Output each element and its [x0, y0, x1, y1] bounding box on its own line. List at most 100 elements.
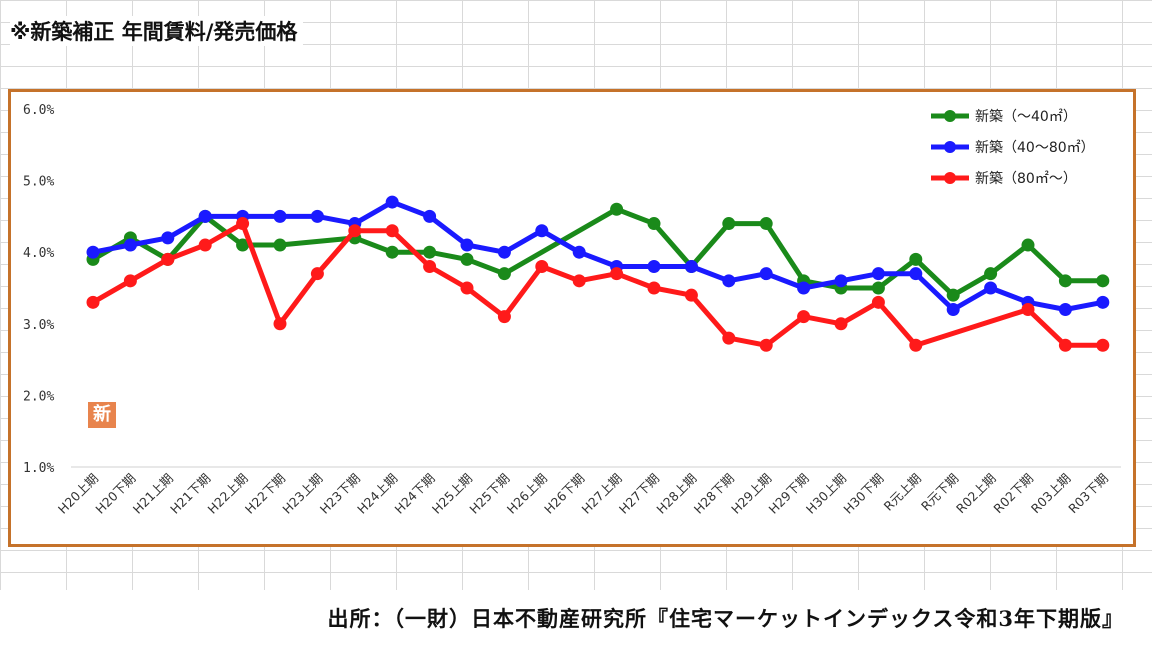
y-tick-label: 5.0% [23, 175, 54, 190]
legend-swatch-marker [944, 172, 956, 184]
y-tick-label: 1.0% [23, 461, 54, 476]
data-point [497, 310, 511, 324]
x-tick-label: H20下期 [92, 471, 138, 517]
x-tick-label: H21上期 [130, 471, 176, 517]
x-tick-label: H29下期 [766, 471, 812, 517]
new-build-badge: 新 [88, 402, 116, 428]
data-point [535, 224, 549, 238]
data-point [647, 260, 661, 274]
x-tick-label: H23下期 [317, 471, 363, 517]
x-tick-label: H26下期 [541, 471, 587, 517]
legend-swatch-marker [944, 110, 956, 122]
x-tick-label: H28下期 [691, 471, 737, 517]
data-point [572, 274, 586, 288]
data-point [423, 260, 437, 274]
data-point [198, 238, 212, 252]
x-tick-label: H27下期 [616, 471, 662, 517]
data-point [1058, 302, 1072, 316]
x-tick-label: R02下期 [990, 471, 1036, 517]
page-title: ※新築補正 年間賃料/発売価格 [10, 16, 304, 46]
data-point [1058, 274, 1072, 288]
chart-frame: 6.0% 5.0% 4.0% 3.0% 2.0% 1.0% H20上期 H20下期 H21上期 H… [8, 89, 1136, 547]
data-point [722, 217, 736, 231]
x-tick-label: H24上期 [354, 471, 400, 517]
data-point [797, 281, 811, 295]
data-point [946, 302, 960, 316]
y-tick-label: 2.0% [23, 389, 54, 404]
x-tick-label: H30下期 [840, 471, 886, 517]
x-tick-label: H21下期 [167, 471, 213, 517]
data-point [984, 281, 998, 295]
data-point [1096, 274, 1110, 288]
legend-label: 新築（～40㎡） [975, 109, 1077, 125]
data-point [759, 338, 773, 352]
data-point [460, 238, 474, 252]
x-tick-label: R元上期 [881, 471, 924, 514]
data-point [385, 245, 399, 259]
legend-swatch-marker [944, 141, 956, 153]
data-point [273, 238, 287, 252]
x-tick-label: H23上期 [279, 471, 325, 517]
data-point [535, 260, 549, 274]
x-tick-label: H29上期 [728, 471, 774, 517]
data-point [797, 310, 811, 324]
data-point [423, 245, 437, 259]
data-point [984, 267, 998, 281]
data-point [1021, 238, 1035, 252]
data-point [497, 245, 511, 259]
data-point [909, 338, 923, 352]
data-point [348, 224, 362, 238]
source-band [0, 590, 1152, 648]
line-chart: 6.0%5.0%4.0%3.0%2.0%1.0%H20上期H20下期H21上期H… [23, 103, 1121, 517]
x-tick-label: H25下期 [466, 471, 512, 517]
data-point [236, 238, 250, 252]
y-tick-label: 3.0% [23, 318, 54, 333]
data-point [610, 267, 624, 281]
data-point [385, 224, 399, 238]
data-point [460, 252, 474, 266]
x-tick-label: H25上期 [429, 471, 475, 517]
data-point [273, 317, 287, 331]
x-tick-label: H27上期 [579, 471, 625, 517]
data-point [1058, 338, 1072, 352]
data-point [385, 195, 399, 209]
y-tick-label: 6.0% [23, 103, 54, 118]
data-point [86, 245, 100, 259]
legend-label: 新築（80㎡～） [975, 171, 1077, 187]
data-point [684, 260, 698, 274]
x-tick-label: H22上期 [205, 471, 251, 517]
data-point [161, 231, 175, 245]
x-tick-label: H24下期 [392, 471, 438, 517]
data-point [946, 288, 960, 302]
data-point [236, 217, 250, 231]
source-citation: 出所：（一財）日本不動産研究所『住宅マーケットインデックス令和3年下期版』 [327, 606, 1124, 631]
data-point [834, 317, 848, 331]
data-point [684, 288, 698, 302]
series-line [91, 221, 1103, 348]
data-point [497, 267, 511, 281]
x-tick-label: H28上期 [653, 471, 699, 517]
data-point [909, 267, 923, 281]
data-point [871, 295, 885, 309]
data-point [123, 274, 137, 288]
x-tick-label: H22下期 [242, 471, 288, 517]
x-tick-label: H30上期 [803, 471, 849, 517]
x-tick-label: H20上期 [55, 471, 101, 517]
y-tick-label: 4.0% [23, 246, 54, 261]
data-point [1096, 295, 1110, 309]
data-point [1096, 338, 1110, 352]
data-point [871, 281, 885, 295]
x-tick-label: R03上期 [1028, 471, 1074, 517]
data-point [123, 238, 137, 252]
data-point [759, 267, 773, 281]
data-point [759, 217, 773, 231]
data-point [161, 252, 175, 266]
data-point [647, 281, 661, 295]
data-point [909, 252, 923, 266]
data-point [310, 267, 324, 281]
x-tick-label: R03下期 [1065, 471, 1111, 517]
data-point [610, 202, 624, 216]
data-point [460, 281, 474, 295]
data-point [834, 274, 848, 288]
data-point [871, 267, 885, 281]
